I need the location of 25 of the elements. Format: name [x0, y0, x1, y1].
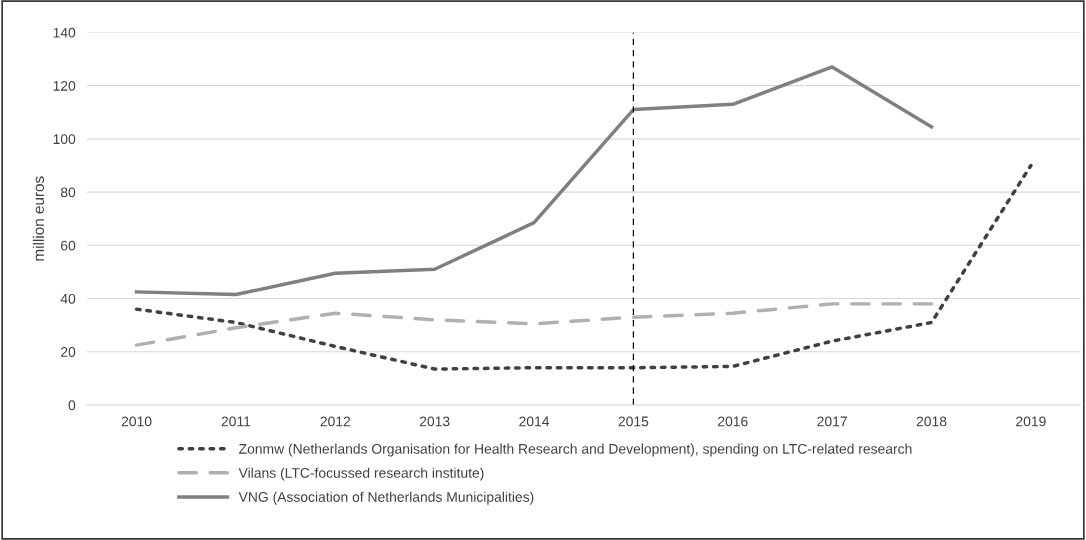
- y-tick-label: 60: [61, 240, 76, 251]
- line-series: [134, 65, 934, 297]
- x-tick-label: 2014: [519, 416, 550, 427]
- y-axis-title: million euros: [32, 176, 45, 261]
- y-tick-label: 120: [53, 80, 76, 91]
- x-tick-label: 2010: [121, 416, 152, 427]
- y-tick-label: 100: [53, 134, 76, 145]
- y-tick-label: 20: [61, 347, 76, 357]
- x-tick-label: 2019: [1016, 416, 1046, 427]
- legend-label: VNG (Association of Netherlands Municipalities): [238, 491, 534, 505]
- line-series: [134, 163, 1033, 371]
- x-tick-label: 2016: [718, 416, 748, 427]
- x-tick-label: 2011: [221, 416, 251, 427]
- x-tick-label: 2013: [419, 416, 450, 427]
- legend-label: Vilans (LTC-focussed research institute): [238, 467, 484, 481]
- y-tick-label: 40: [60, 293, 76, 304]
- y-tick-label: 80: [60, 187, 76, 198]
- line-series: [134, 302, 934, 347]
- x-tick-label: 2012: [320, 416, 351, 427]
- x-tick-label: 2017: [817, 416, 847, 427]
- x-tick-label: 2015: [618, 416, 649, 427]
- y-tick-label: 140: [53, 27, 76, 38]
- y-tick-label: 0: [68, 400, 76, 411]
- legend-label: Zonmw (Netherlands Organisation for Health Research and Development), spending on LTC-related research: [239, 443, 912, 457]
- x-tick-label: 2018: [916, 416, 947, 427]
